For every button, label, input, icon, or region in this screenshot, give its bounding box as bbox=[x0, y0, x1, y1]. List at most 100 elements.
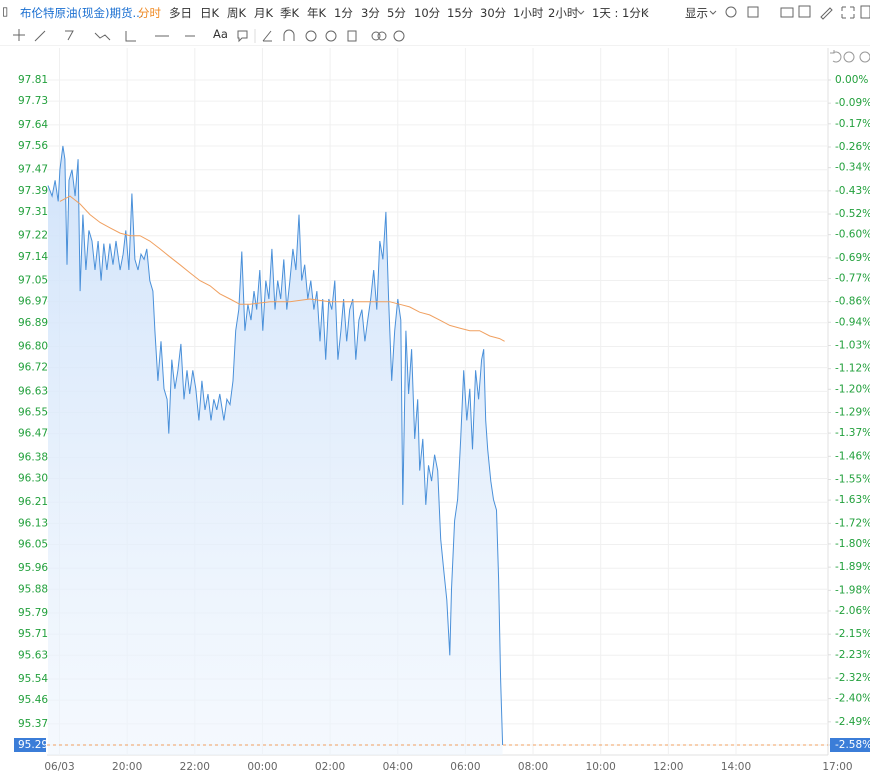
y2-tick-label: -1.63% bbox=[835, 494, 870, 506]
zoom-in-icon[interactable] bbox=[859, 51, 870, 63]
tool-settings-icon[interactable] bbox=[393, 30, 405, 42]
panel-icon[interactable] bbox=[860, 5, 870, 19]
period[interactable]: 分时 bbox=[138, 6, 161, 20]
period[interactable]: 3分 bbox=[361, 6, 380, 20]
y-tick-label: 95.37 bbox=[18, 718, 48, 730]
text-tool[interactable]: Aa bbox=[213, 27, 228, 41]
y2-tick-label: -0.09% bbox=[835, 97, 870, 109]
tool-icon[interactable] bbox=[377, 31, 387, 41]
y-tick-label: 96.13 bbox=[18, 517, 48, 529]
price-line bbox=[59, 195, 505, 342]
y-tick-label: 97.81 bbox=[18, 74, 48, 86]
period[interactable]: 30分 bbox=[480, 6, 507, 20]
y2-tick-label: -2.40% bbox=[835, 693, 870, 705]
y2-tick-label: -0.77% bbox=[835, 272, 870, 284]
undo-icon[interactable] bbox=[830, 50, 842, 63]
move-icon[interactable] bbox=[13, 29, 25, 41]
tool-icon[interactable] bbox=[371, 31, 381, 41]
period[interactable]: 1天 : 1分K bbox=[592, 6, 649, 20]
display-menu[interactable]: 显示 bbox=[685, 6, 708, 20]
chart: 97.81 97.73 97.64 97.56 97.47 97.39 97.31 97.22… bbox=[14, 48, 870, 773]
period[interactable]: 周K bbox=[227, 6, 247, 20]
period[interactable]: 日K bbox=[200, 6, 220, 20]
fullscreen-icon[interactable] bbox=[841, 6, 855, 19]
y-tick-label: 97.22 bbox=[18, 230, 48, 242]
toolbar-icons bbox=[0, 5, 870, 46]
shape-tools[interactable] bbox=[262, 29, 295, 42]
y-tick-label: 96.63 bbox=[18, 385, 48, 397]
period[interactable]: 月K bbox=[254, 6, 274, 20]
y2-tick-label: -0.69% bbox=[835, 252, 870, 264]
period[interactable]: 1分 bbox=[334, 6, 353, 20]
period[interactable]: 1小时 bbox=[513, 6, 544, 20]
y-tick-label: 97.05 bbox=[18, 275, 48, 287]
x-tick-label: 20:00 bbox=[112, 761, 142, 773]
draw-tools[interactable] bbox=[34, 30, 248, 43]
tool-icon[interactable] bbox=[325, 30, 337, 42]
y-tick-label: 97.39 bbox=[18, 185, 48, 197]
y-tick-label: 96.30 bbox=[18, 472, 48, 484]
x-tick-label: 06/03 bbox=[44, 761, 74, 773]
checkbox-icon[interactable] bbox=[747, 6, 759, 18]
snapshot-icon[interactable] bbox=[798, 5, 811, 18]
y-tick-label: 96.21 bbox=[18, 496, 48, 508]
y-tick-label: 97.73 bbox=[18, 95, 48, 107]
y-tick-label: 95.71 bbox=[18, 628, 48, 640]
y2-tick-label: -1.89% bbox=[835, 561, 870, 573]
sidebar-icon[interactable]: ▯ bbox=[2, 4, 9, 18]
y2-tick-label: -1.12% bbox=[835, 363, 870, 375]
y-tick-label: 96.89 bbox=[18, 317, 48, 329]
period[interactable]: 多日 bbox=[169, 6, 192, 20]
y2-tick-label: -2.23% bbox=[835, 649, 870, 661]
x-tick-label: 14:00 bbox=[721, 761, 751, 773]
y-tick-label: 96.97 bbox=[18, 296, 48, 308]
y2-tick-label: -0.17% bbox=[835, 118, 870, 130]
y2-tick-label: -2.32% bbox=[835, 672, 870, 684]
settings-icon[interactable] bbox=[725, 6, 737, 18]
y-tick-label: 97.64 bbox=[18, 119, 48, 131]
y2-tick-label: -1.55% bbox=[835, 474, 870, 486]
y2-tick-label: -0.26% bbox=[835, 141, 870, 153]
y2-tick-label: -1.20% bbox=[835, 383, 870, 395]
x-tick-label: 12:00 bbox=[653, 761, 683, 773]
tool-icon[interactable] bbox=[305, 30, 317, 42]
y2-tick-label: -2.49% bbox=[835, 716, 870, 728]
camera-icon[interactable] bbox=[780, 7, 794, 18]
y-tick-label: 96.80 bbox=[18, 341, 48, 353]
y-tick-label: 97.56 bbox=[18, 140, 48, 152]
period[interactable]: 5分 bbox=[387, 6, 406, 20]
y-tick-label: 95.54 bbox=[18, 673, 48, 685]
zoom-out-icon[interactable] bbox=[843, 51, 855, 63]
y2-tick-label: -0.86% bbox=[835, 296, 870, 308]
y2-tick-label: -1.37% bbox=[835, 427, 870, 439]
y2-tick-label: -1.80% bbox=[835, 538, 870, 550]
toolbar: ▯ 布伦特原油(现金)期货... 分时 多日 日K 周K 月K 季K 年K 1分… bbox=[0, 0, 870, 46]
period[interactable]: 15分 bbox=[447, 6, 474, 20]
period[interactable]: 10分 bbox=[414, 6, 441, 20]
period[interactable]: 季K bbox=[280, 6, 300, 20]
y-tick-label: 96.38 bbox=[18, 451, 48, 463]
y-tick-label: 95.79 bbox=[18, 607, 48, 619]
y2-tick-label: -0.94% bbox=[835, 316, 870, 328]
chart-controls bbox=[830, 50, 870, 63]
y-tick-label: 95.96 bbox=[18, 562, 48, 574]
y-tick-label: 95.46 bbox=[18, 694, 48, 706]
period[interactable]: 年K bbox=[307, 6, 327, 20]
y-tick-label: 97.31 bbox=[18, 206, 48, 218]
x-tick-label: 22:00 bbox=[180, 761, 210, 773]
y2-tick-label: -1.98% bbox=[835, 584, 870, 596]
x-tick-label: 04:00 bbox=[383, 761, 413, 773]
y-tick-label: 95.63 bbox=[18, 649, 48, 661]
period[interactable]: 2小时 bbox=[548, 6, 579, 20]
pen-icon[interactable] bbox=[820, 7, 833, 20]
y-tick-label: 96.47 bbox=[18, 428, 48, 440]
delete-icon[interactable] bbox=[347, 30, 357, 42]
y2-tick-label: -1.03% bbox=[835, 339, 870, 351]
chevrons bbox=[577, 10, 717, 15]
y2-tick-label: -2.15% bbox=[835, 628, 870, 640]
symbol[interactable]: 布伦特原油(现金)期货... bbox=[20, 6, 144, 20]
y2-tick-label: -1.29% bbox=[835, 407, 870, 419]
x-tick-label: 06:00 bbox=[450, 761, 480, 773]
y2-tick-label: -0.43% bbox=[835, 185, 870, 197]
